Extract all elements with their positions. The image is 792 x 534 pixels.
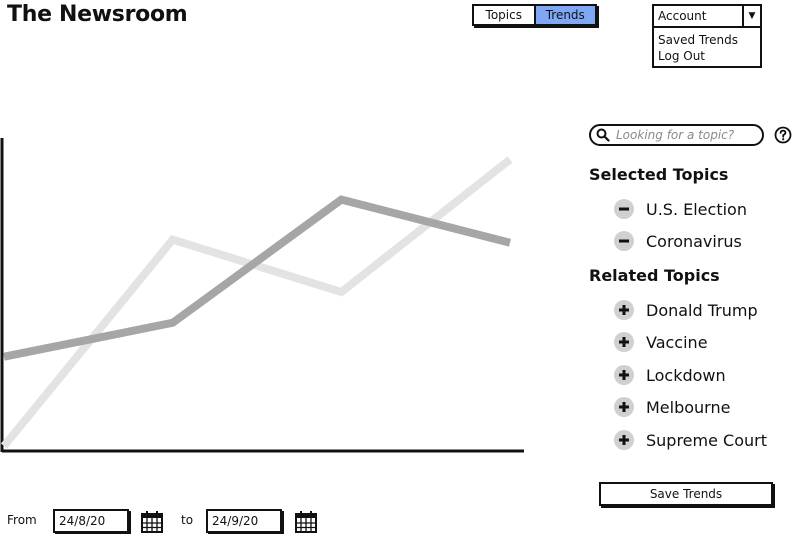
account-dropdown[interactable]: Account ▼ [652,4,762,28]
series-line-2 [3,195,511,361]
plus-icon [619,305,629,315]
topic-search[interactable] [589,124,764,146]
topic-label: U.S. Election [646,199,747,219]
tab-topics[interactable]: Topics [485,8,522,22]
topic-label: Lockdown [646,365,726,385]
trend-chart [0,138,524,453]
selected-topic-item: Coronavirus [614,230,742,252]
search-icon [596,128,610,142]
help-icon[interactable] [774,126,792,144]
related-topic-item: Melbourne [614,396,730,418]
plus-icon [619,402,629,412]
topic-label: Coronavirus [646,231,742,251]
save-trends-button[interactable]: Save Trends [599,482,773,506]
view-tabs: Topics Trends [472,4,597,26]
topic-label: Vaccine [646,332,708,352]
from-label: From [7,513,37,527]
related-topic-item: Donald Trump [614,299,758,321]
add-topic-button[interactable] [614,365,634,385]
calendar-icon[interactable] [294,510,318,534]
menu-item-saved-trends[interactable]: Saved Trends [658,33,738,47]
minus-icon [619,239,629,243]
calendar-icon[interactable] [140,510,164,534]
related-topics-heading: Related Topics [589,266,720,285]
topic-label: Supreme Court [646,430,767,450]
remove-topic-button[interactable] [614,199,634,219]
plus-icon [619,435,629,445]
from-date-input[interactable]: 24/8/20 [53,509,129,533]
plus-icon [619,370,629,380]
add-topic-button[interactable] [614,430,634,450]
topic-label: Melbourne [646,397,731,417]
account-menu: Saved Trends Log Out [652,28,762,68]
selected-topic-item: U.S. Election [614,198,747,220]
selected-topics-heading: Selected Topics [589,165,729,184]
chevron-down-icon[interactable]: ▼ [742,6,760,26]
to-label: to [181,513,194,527]
topic-label: Donald Trump [646,300,758,320]
to-date-input[interactable]: 24/9/20 [206,509,282,533]
plus-icon [619,337,629,347]
search-input[interactable] [614,127,758,143]
series-line-1 [0,156,513,449]
add-topic-button[interactable] [614,332,634,352]
account-label: Account [658,9,707,23]
related-topic-item: Vaccine [614,331,708,353]
menu-item-log-out[interactable]: Log Out [658,49,706,63]
minus-icon [619,207,629,211]
related-topic-item: Supreme Court [614,429,767,451]
add-topic-button[interactable] [614,300,634,320]
remove-topic-button[interactable] [614,231,634,251]
related-topic-item: Lockdown [614,364,726,386]
add-topic-button[interactable] [614,397,634,417]
tab-trends[interactable]: Trends [533,6,595,24]
app-title: The Newsroom [7,2,188,27]
